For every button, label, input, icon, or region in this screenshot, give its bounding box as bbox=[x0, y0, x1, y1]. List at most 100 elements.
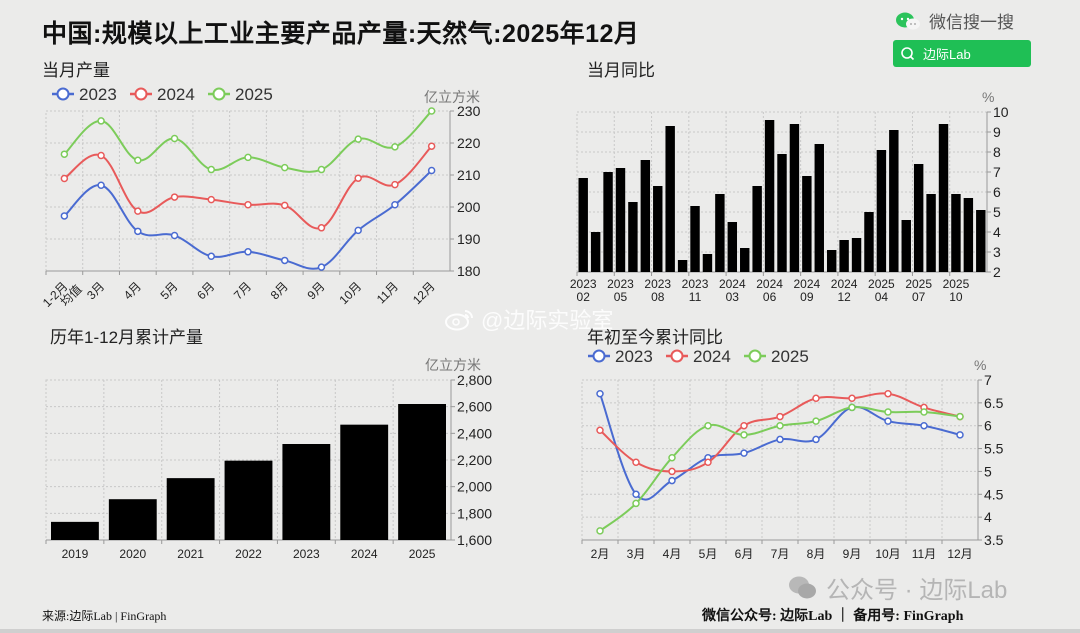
svg-text:2024: 2024 bbox=[351, 547, 378, 561]
svg-text:3: 3 bbox=[993, 244, 1001, 260]
svg-text:11: 11 bbox=[689, 290, 702, 304]
svg-text:1,600: 1,600 bbox=[457, 532, 492, 548]
svg-text:190: 190 bbox=[457, 231, 481, 247]
svg-text:180: 180 bbox=[457, 263, 481, 279]
svg-text:3月: 3月 bbox=[84, 279, 107, 302]
svg-text:9: 9 bbox=[993, 124, 1001, 140]
svg-text:03: 03 bbox=[726, 290, 740, 304]
svg-text:2023: 2023 bbox=[615, 347, 653, 366]
svg-text:12月: 12月 bbox=[410, 279, 438, 307]
wechat-search-label: 微信搜一搜 bbox=[929, 13, 1014, 32]
chart-ytd-yoy: 2023 2024 2025 3.5 4 4.5 5 5.5 6 6.5 7% 2月 3月 4月 5月 6月… bbox=[581, 347, 1004, 561]
svg-text:10月: 10月 bbox=[875, 547, 900, 561]
svg-text:%: % bbox=[982, 89, 994, 105]
svg-text:2025: 2025 bbox=[409, 547, 436, 561]
wechat-official-watermark: 公众号 · 边际Lab bbox=[788, 570, 1007, 605]
svg-text:8: 8 bbox=[993, 144, 1001, 160]
svg-text:6: 6 bbox=[993, 184, 1001, 200]
svg-text:1,800: 1,800 bbox=[457, 505, 492, 521]
wechat-search-header: 微信搜一搜 bbox=[895, 8, 1014, 33]
svg-text:4月: 4月 bbox=[663, 547, 682, 561]
svg-text:2023: 2023 bbox=[607, 277, 634, 291]
svg-text:09: 09 bbox=[800, 290, 814, 304]
svg-text:6月: 6月 bbox=[735, 547, 754, 561]
svg-text:7月: 7月 bbox=[771, 547, 790, 561]
svg-text:2024: 2024 bbox=[157, 85, 195, 104]
svg-text:200: 200 bbox=[457, 199, 481, 215]
svg-text:210: 210 bbox=[457, 167, 481, 183]
svg-text:5.5: 5.5 bbox=[984, 441, 1004, 457]
svg-text:5: 5 bbox=[984, 463, 992, 479]
svg-text:3.5: 3.5 bbox=[984, 532, 1004, 548]
svg-text:7月: 7月 bbox=[231, 279, 254, 302]
svg-text:5月: 5月 bbox=[699, 547, 718, 561]
svg-text:2025: 2025 bbox=[235, 85, 273, 104]
svg-text:2023: 2023 bbox=[644, 277, 671, 291]
legend-monthly-output: 2023 2024 2025 bbox=[52, 85, 273, 104]
svg-text:4.5: 4.5 bbox=[984, 486, 1004, 502]
chart-monthly-yoy: 2345678910%20230220230520230820231120240… bbox=[570, 89, 1009, 304]
svg-text:2023: 2023 bbox=[293, 547, 320, 561]
svg-text:2月: 2月 bbox=[591, 547, 610, 561]
svg-text:04: 04 bbox=[875, 290, 889, 304]
chart-title-monthly-yoy: 当月同比 bbox=[587, 61, 655, 80]
svg-text:9月: 9月 bbox=[843, 547, 862, 561]
svg-text:11月: 11月 bbox=[912, 547, 936, 561]
svg-text:2: 2 bbox=[993, 264, 1001, 280]
svg-text:2024: 2024 bbox=[756, 277, 783, 291]
svg-text:05: 05 bbox=[614, 290, 628, 304]
search-icon bbox=[901, 46, 915, 60]
wechat-official-watermark-text: 公众号 · 边际Lab bbox=[826, 577, 1008, 604]
svg-text:7: 7 bbox=[993, 164, 1001, 180]
svg-text:2025: 2025 bbox=[771, 347, 809, 366]
svg-text:2,000: 2,000 bbox=[457, 479, 492, 495]
wechat-search-box[interactable]: 边际Lab bbox=[893, 40, 1031, 67]
bottom-divider bbox=[0, 629, 1080, 633]
footer-account-info: 微信公众号: 边际Lab ｜ 备用号: FinGraph bbox=[702, 609, 964, 624]
weibo-icon bbox=[445, 310, 473, 331]
svg-text:2023: 2023 bbox=[79, 85, 117, 104]
svg-text:12: 12 bbox=[837, 290, 851, 304]
svg-text:8月: 8月 bbox=[807, 547, 826, 561]
svg-text:230: 230 bbox=[457, 103, 481, 119]
weibo-watermark-text: @边际实验室 bbox=[481, 308, 614, 333]
svg-text:2019: 2019 bbox=[62, 547, 89, 561]
svg-text:10: 10 bbox=[949, 290, 963, 304]
svg-text:2,600: 2,600 bbox=[457, 399, 492, 415]
svg-text:2024: 2024 bbox=[793, 277, 820, 291]
svg-text:亿立方米: 亿立方米 bbox=[424, 89, 480, 105]
svg-text:06: 06 bbox=[763, 290, 777, 304]
wechat-official-icon bbox=[789, 576, 816, 598]
svg-text:2025: 2025 bbox=[868, 277, 895, 291]
svg-text:8月: 8月 bbox=[268, 279, 291, 302]
svg-text:2023: 2023 bbox=[570, 277, 597, 291]
svg-text:4: 4 bbox=[984, 509, 992, 525]
svg-text:6月: 6月 bbox=[194, 279, 217, 302]
svg-text:5月: 5月 bbox=[158, 279, 181, 302]
svg-text:2022: 2022 bbox=[235, 547, 262, 561]
svg-text:5: 5 bbox=[993, 204, 1001, 220]
svg-text:02: 02 bbox=[577, 290, 591, 304]
svg-text:07: 07 bbox=[912, 290, 926, 304]
chart-title-monthly-output: 当月产量 bbox=[42, 61, 110, 80]
svg-text:2024: 2024 bbox=[719, 277, 746, 291]
svg-text:220: 220 bbox=[457, 135, 481, 151]
svg-text:10: 10 bbox=[993, 104, 1009, 120]
page-title: 中国:规模以上工业主要产品产量:天然气:2025年12月 bbox=[42, 20, 640, 48]
svg-text:亿立方米: 亿立方米 bbox=[425, 357, 481, 373]
svg-text:4: 4 bbox=[993, 224, 1001, 240]
svg-text:6: 6 bbox=[984, 418, 992, 434]
svg-text:2,400: 2,400 bbox=[457, 425, 492, 441]
svg-text:2021: 2021 bbox=[177, 547, 204, 561]
svg-text:3月: 3月 bbox=[627, 547, 646, 561]
svg-text:7: 7 bbox=[984, 372, 992, 388]
svg-text:2024: 2024 bbox=[831, 277, 858, 291]
svg-text:2025: 2025 bbox=[905, 277, 932, 291]
svg-text:08: 08 bbox=[651, 290, 665, 304]
chart-title-annual-cumulative: 历年1-12月累计产量 bbox=[50, 328, 204, 347]
svg-text:10月: 10月 bbox=[336, 279, 364, 307]
legend-ytd-yoy: 2023 2024 2025 bbox=[588, 347, 809, 366]
svg-text:2023: 2023 bbox=[682, 277, 709, 291]
